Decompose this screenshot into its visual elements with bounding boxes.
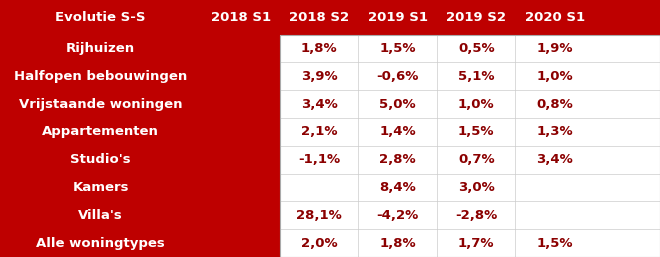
Text: 2019 S2: 2019 S2 (446, 11, 506, 24)
Text: -0,6%: -0,6% (376, 70, 419, 83)
Text: 1,0%: 1,0% (537, 70, 573, 83)
Text: 3,4%: 3,4% (537, 153, 573, 166)
Text: 1,5%: 1,5% (458, 125, 494, 139)
Text: 1,0%: 1,0% (458, 98, 494, 111)
Text: 1,7%: 1,7% (458, 237, 494, 250)
Text: 1,4%: 1,4% (379, 125, 416, 139)
Text: 1,5%: 1,5% (379, 42, 416, 55)
Text: 2020 S1: 2020 S1 (525, 11, 585, 24)
Text: 1,3%: 1,3% (537, 125, 573, 139)
Text: 1,8%: 1,8% (301, 42, 337, 55)
Text: Vrijstaande woningen: Vrijstaande woningen (19, 98, 182, 111)
Text: 2,8%: 2,8% (379, 153, 416, 166)
Text: 28,1%: 28,1% (296, 209, 342, 222)
Text: -4,2%: -4,2% (376, 209, 419, 222)
Text: 0,7%: 0,7% (458, 153, 494, 166)
Text: 2018 S2: 2018 S2 (289, 11, 349, 24)
Text: 2019 S1: 2019 S1 (368, 11, 428, 24)
Text: Rijhuizen: Rijhuizen (66, 42, 135, 55)
Text: -1,1%: -1,1% (298, 153, 340, 166)
Text: 1,9%: 1,9% (537, 42, 573, 55)
Text: -2,8%: -2,8% (455, 209, 498, 222)
Text: 1,5%: 1,5% (537, 237, 573, 250)
Bar (280, 35, 660, 257)
Text: Appartementen: Appartementen (42, 125, 159, 139)
Text: 2,0%: 2,0% (301, 237, 337, 250)
Text: 0,8%: 0,8% (537, 98, 573, 111)
Text: 2,1%: 2,1% (301, 125, 337, 139)
Text: 8,4%: 8,4% (379, 181, 416, 194)
Text: 2018 S1: 2018 S1 (211, 11, 271, 24)
Text: Halfopen bebouwingen: Halfopen bebouwingen (14, 70, 187, 83)
Text: Studio's: Studio's (71, 153, 131, 166)
Text: 5,0%: 5,0% (379, 98, 416, 111)
Text: Alle woningtypes: Alle woningtypes (36, 237, 165, 250)
Text: Kamers: Kamers (73, 181, 129, 194)
Text: 3,9%: 3,9% (301, 70, 337, 83)
Text: Villa's: Villa's (79, 209, 123, 222)
Text: 0,5%: 0,5% (458, 42, 494, 55)
Bar (280, 35, 660, 257)
Text: 3,0%: 3,0% (458, 181, 494, 194)
Text: 3,4%: 3,4% (301, 98, 337, 111)
Text: 5,1%: 5,1% (458, 70, 494, 83)
Text: 1,8%: 1,8% (379, 237, 416, 250)
Text: Evolutie S-S: Evolutie S-S (55, 11, 146, 24)
